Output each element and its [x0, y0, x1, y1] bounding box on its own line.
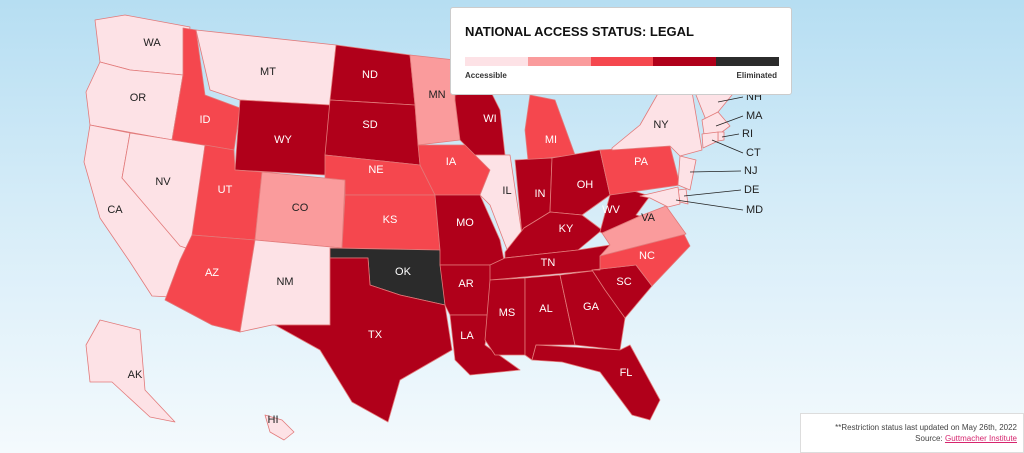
state-label: CO: [292, 202, 309, 214]
state-label: WI: [483, 113, 496, 125]
state-label: AK: [128, 369, 143, 381]
state-label: KS: [383, 214, 398, 226]
leader-line: [717, 96, 744, 103]
state-label: SD: [362, 119, 377, 131]
state-label: WV: [602, 204, 620, 216]
state-label: MN: [428, 89, 445, 101]
legend-high-label: Eliminated: [736, 71, 777, 80]
legend-low-label: Accessible: [465, 71, 507, 80]
state-label: MT: [260, 66, 276, 78]
state-label: WA: [143, 37, 161, 49]
state-shape: [701, 111, 731, 135]
leader-line: [675, 199, 744, 211]
state-label: ID: [200, 114, 211, 126]
state-label: PA: [634, 156, 649, 168]
state-label: IL: [502, 185, 511, 197]
legend-swatch: [590, 57, 654, 66]
state-shape: [531, 344, 661, 421]
state-label: VA: [641, 212, 656, 224]
state-shape: [599, 145, 681, 196]
state-label: OH: [577, 179, 594, 191]
state-shape: [484, 277, 526, 356]
state-label: IN: [535, 188, 546, 200]
legend-swatch: [527, 57, 591, 66]
state-label: AZ: [205, 267, 219, 279]
state-label: MI: [545, 134, 557, 146]
state-label: NY: [653, 119, 669, 131]
source-link[interactable]: Guttmacher Institute: [944, 434, 1017, 443]
state-label: TX: [368, 329, 383, 341]
legend-swatch: [653, 57, 717, 66]
legend: NATIONAL ACCESS STATUS: LEGAL Accessible…: [450, 7, 792, 95]
update-note: **Restriction status last updated on May…: [835, 423, 1017, 432]
state-label: NV: [155, 176, 171, 188]
footnote: **Restriction status last updated on May…: [800, 413, 1024, 453]
leader-line: [711, 139, 744, 154]
state-label: CT: [746, 147, 761, 159]
state-label: WY: [274, 134, 292, 146]
state-label: MA: [746, 110, 763, 122]
state-shape: [171, 27, 241, 151]
state-label: GA: [583, 301, 600, 313]
state-label: CA: [107, 204, 123, 216]
state-label: NM: [276, 276, 293, 288]
state-shape: [274, 257, 453, 423]
state-label: MS: [499, 307, 516, 319]
state-label: NC: [639, 250, 655, 262]
state-label: NE: [368, 164, 383, 176]
state-shape: [549, 149, 611, 216]
state-label: KY: [559, 223, 574, 235]
state-label: AL: [539, 303, 552, 315]
state-shape: [611, 79, 703, 157]
legend-title: NATIONAL ACCESS STATUS: LEGAL: [465, 24, 694, 39]
state-shape: [324, 99, 421, 166]
legend-scale: [465, 57, 779, 66]
state-shape: [474, 154, 523, 253]
source-label: Source:: [915, 434, 943, 443]
leader-line: [715, 115, 744, 127]
state-label: NJ: [744, 165, 757, 177]
state-shape: [701, 131, 719, 149]
state-label: DE: [744, 184, 759, 196]
state-label: OK: [395, 266, 412, 278]
state-label: IA: [446, 156, 457, 168]
leader-line: [683, 189, 742, 197]
leader-line: [721, 133, 740, 138]
state-label: MD: [746, 204, 763, 216]
state-label: TN: [541, 257, 556, 269]
legend-swatch: [716, 57, 779, 66]
state-label: MO: [456, 217, 474, 229]
source-line: Source: Guttmacher Institute: [801, 433, 1017, 444]
legend-swatch: [465, 57, 528, 66]
state-shape: [524, 94, 576, 161]
state-label: OR: [130, 92, 147, 104]
state-shape: [85, 319, 176, 423]
state-label: RI: [742, 128, 753, 140]
leader-line: [689, 170, 742, 173]
state-shape: [639, 186, 681, 208]
state-label: LA: [460, 330, 474, 342]
state-label: UT: [218, 184, 233, 196]
state-label: ND: [362, 69, 378, 81]
state-label: HI: [268, 414, 279, 426]
state-label: SC: [616, 276, 631, 288]
state-shape: [677, 155, 697, 191]
state-shape: [264, 414, 295, 441]
state-label: AR: [458, 278, 473, 290]
state-label: FL: [620, 367, 633, 379]
